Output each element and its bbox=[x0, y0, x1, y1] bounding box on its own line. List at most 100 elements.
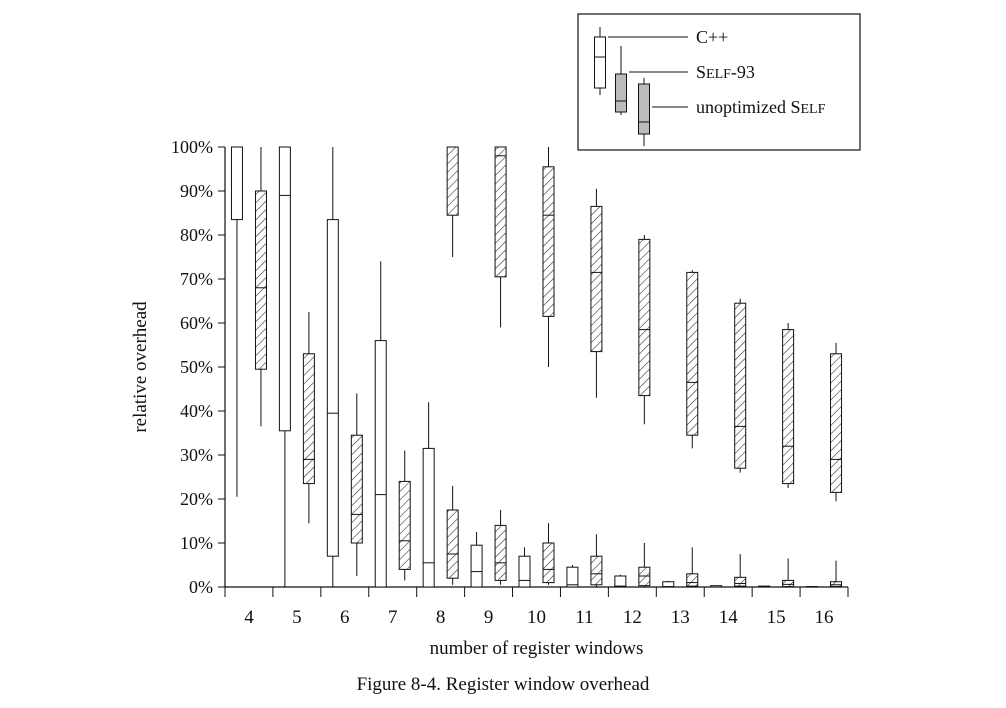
box-13 bbox=[686, 270, 699, 449]
x-tick-label: 13 bbox=[671, 607, 690, 628]
legend-item-1: C++ bbox=[594, 27, 728, 95]
box-8 bbox=[446, 146, 459, 257]
box-body bbox=[686, 573, 699, 587]
box-12 bbox=[614, 574, 627, 588]
legend-item-2: SELF-93 bbox=[615, 46, 755, 115]
y-tick-label: 90% bbox=[180, 181, 213, 201]
box-body bbox=[542, 542, 555, 584]
box-body bbox=[326, 219, 339, 557]
x-tick-label: 7 bbox=[388, 607, 398, 628]
box-body bbox=[614, 575, 627, 588]
legend: C++ SELF-93 unoptimized SELF bbox=[577, 13, 861, 151]
y-tick-label: 0% bbox=[189, 577, 213, 597]
series-unoptimized-self bbox=[446, 146, 843, 502]
box-body bbox=[278, 146, 291, 432]
x-tick-label: 5 bbox=[292, 607, 302, 628]
box-body bbox=[638, 238, 651, 397]
box-8 bbox=[446, 485, 459, 585]
y-axis-title: relative overhead bbox=[130, 301, 151, 433]
legend-label: C++ bbox=[696, 27, 728, 47]
x-tick-label: 4 bbox=[244, 607, 254, 628]
legend-label: SELF-93 bbox=[696, 62, 755, 82]
box-11 bbox=[590, 534, 603, 587]
box-6 bbox=[326, 147, 339, 587]
box-body bbox=[374, 340, 387, 588]
box-5 bbox=[278, 146, 291, 587]
legend-label: unoptimized SELF bbox=[696, 97, 826, 117]
box-10 bbox=[542, 147, 555, 367]
y-tick-label: 50% bbox=[180, 357, 213, 377]
box-body bbox=[590, 205, 603, 353]
box-15 bbox=[782, 558, 795, 588]
box-body bbox=[830, 581, 843, 588]
box-12 bbox=[638, 543, 651, 587]
box-body bbox=[254, 190, 267, 370]
box-body bbox=[830, 353, 843, 493]
box-11 bbox=[566, 565, 579, 588]
box-body bbox=[302, 353, 315, 485]
legend-box bbox=[638, 83, 650, 135]
box-body bbox=[518, 555, 531, 588]
y-tick-label: 70% bbox=[180, 269, 213, 289]
box-14 bbox=[734, 554, 747, 587]
box-body bbox=[422, 447, 435, 588]
box-body bbox=[734, 576, 747, 587]
box-13 bbox=[662, 580, 675, 588]
box-9 bbox=[494, 146, 507, 328]
box-14 bbox=[734, 298, 747, 473]
box-10 bbox=[542, 523, 555, 585]
box-16 bbox=[830, 342, 843, 502]
box-13 bbox=[686, 547, 699, 587]
box-9 bbox=[470, 532, 483, 588]
box-15 bbox=[758, 585, 771, 588]
box-body bbox=[542, 166, 555, 317]
y-tick-label: 80% bbox=[180, 225, 213, 245]
series-c- bbox=[230, 146, 819, 588]
boxes bbox=[230, 146, 843, 588]
axes: 0% 10% 20% 30% 40% 50% 60% 70% 80% 90% 100% 4 5 6 7 8 9 1… bbox=[130, 137, 849, 659]
box-body bbox=[494, 146, 507, 278]
box-10 bbox=[518, 547, 531, 588]
box-16 bbox=[806, 586, 819, 588]
x-tick-label: 10 bbox=[527, 607, 546, 628]
box-body bbox=[782, 579, 795, 588]
box-body bbox=[230, 146, 243, 221]
box-body bbox=[446, 146, 459, 216]
legend-item-3: unoptimized SELF bbox=[638, 78, 826, 146]
box-12 bbox=[638, 235, 651, 425]
box-15 bbox=[782, 323, 795, 488]
x-tick-label: 12 bbox=[623, 607, 642, 628]
legend-box bbox=[615, 73, 627, 113]
box-7 bbox=[374, 261, 387, 588]
box-14 bbox=[710, 585, 723, 588]
x-tick-label: 9 bbox=[484, 607, 494, 628]
box-6 bbox=[350, 393, 363, 576]
box-4 bbox=[254, 147, 267, 427]
box-body bbox=[566, 566, 579, 588]
x-axis-title: number of register windows bbox=[430, 638, 644, 659]
y-tick-label: 30% bbox=[180, 445, 213, 465]
y-tick-label: 60% bbox=[180, 313, 213, 333]
legend-box bbox=[594, 36, 606, 89]
box-8 bbox=[422, 402, 435, 588]
box-16 bbox=[830, 560, 843, 588]
x-tick-label: 15 bbox=[767, 607, 786, 628]
y-tick-label: 20% bbox=[180, 489, 213, 509]
box-9 bbox=[494, 510, 507, 585]
box-body bbox=[494, 524, 507, 581]
x-tick-label: 8 bbox=[436, 607, 446, 628]
y-tick-label: 10% bbox=[180, 533, 213, 553]
box-body bbox=[446, 509, 459, 579]
box-body bbox=[350, 434, 363, 544]
box-11 bbox=[590, 188, 603, 398]
box-4 bbox=[230, 146, 243, 497]
box-body bbox=[398, 480, 411, 570]
figure-caption: Figure 8-4. Register window overhead bbox=[356, 674, 650, 695]
x-tick-label: 6 bbox=[340, 607, 350, 628]
x-tick-label: 16 bbox=[815, 607, 834, 628]
box-body bbox=[590, 555, 603, 586]
series-self-93 bbox=[254, 147, 843, 588]
box-body bbox=[470, 544, 483, 588]
box-body bbox=[686, 271, 699, 436]
